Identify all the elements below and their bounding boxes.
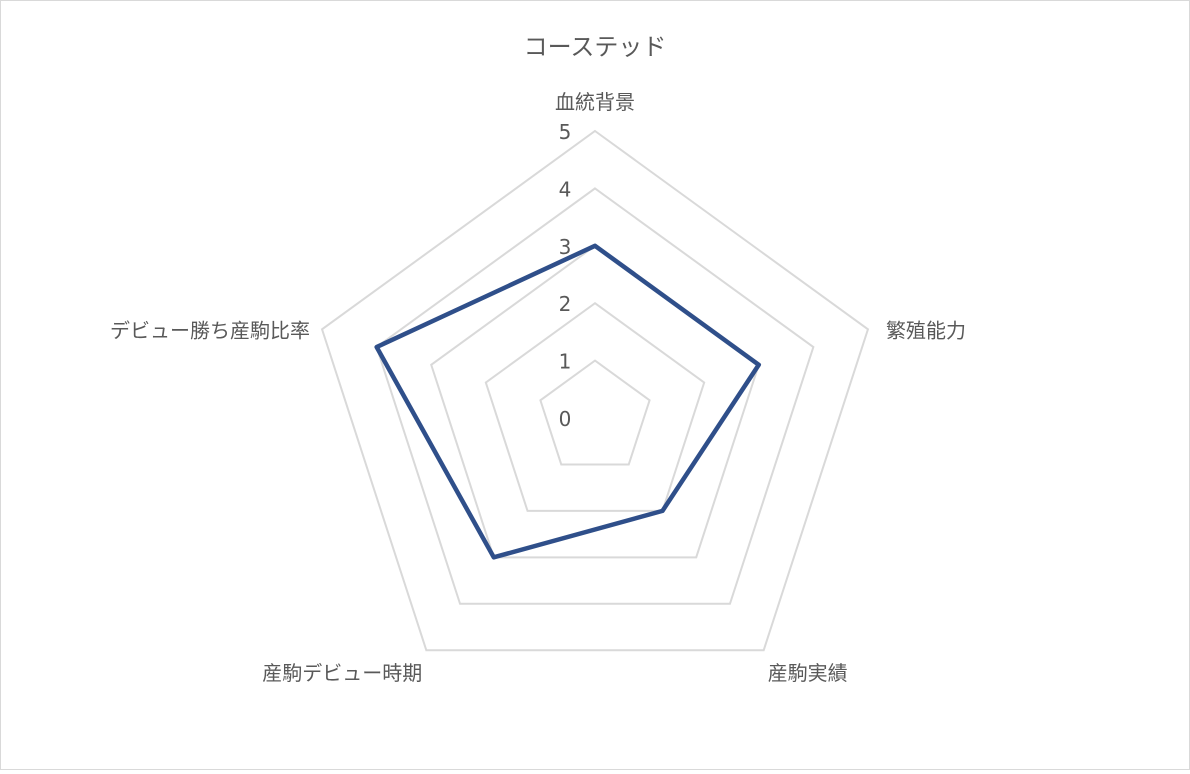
series-layer: [374, 243, 762, 560]
grid-ring-5: [320, 129, 870, 652]
series-line-0: [374, 243, 762, 560]
grid: [320, 129, 870, 652]
tick-label-3: 3: [559, 235, 572, 259]
category-label: 産駒実績: [768, 661, 848, 685]
tick-label-4: 4: [559, 177, 572, 201]
tick-label-1: 1: [559, 350, 572, 374]
category-label: 繁殖能力: [886, 318, 966, 342]
tick-label-2: 2: [559, 292, 572, 316]
grid-ring-4: [375, 187, 815, 605]
category-label: 血統背景: [555, 90, 635, 114]
grid-ring-1: [539, 359, 651, 466]
chart-title: コーステッド: [524, 33, 667, 61]
grid-ring-2: [484, 301, 706, 512]
tick-label-5: 5: [559, 120, 572, 144]
category-label: デビュー勝ち産駒比率: [110, 318, 310, 342]
category-label: 産駒デビュー時期: [262, 661, 422, 685]
tick-label-0: 0: [559, 407, 572, 431]
radial-tick-labels: 0 1 2 3 4 5: [559, 120, 572, 431]
